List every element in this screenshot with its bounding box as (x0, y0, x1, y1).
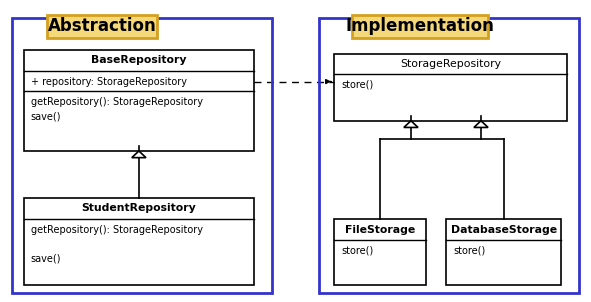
Text: save(): save() (31, 254, 61, 264)
Text: store(): store() (341, 80, 374, 90)
Bar (319, 18, 579, 293)
Bar (24, 198, 254, 285)
Text: StudentRepository: StudentRepository (82, 203, 196, 214)
Bar (352, 15, 488, 38)
Text: + repository: StorageRepository: + repository: StorageRepository (31, 77, 187, 87)
Bar (12, 18, 272, 293)
Text: store(): store() (453, 246, 486, 256)
Text: FileStorage: FileStorage (345, 224, 415, 235)
Bar (24, 50, 254, 151)
Text: save(): save() (31, 111, 61, 121)
Text: Implementation: Implementation (345, 18, 494, 35)
Text: Abstraction: Abstraction (47, 18, 157, 35)
Bar (446, 219, 561, 285)
Polygon shape (474, 121, 488, 127)
Text: store(): store() (341, 246, 374, 256)
Polygon shape (132, 151, 146, 158)
Text: StorageRepository: StorageRepository (400, 59, 501, 69)
Polygon shape (404, 121, 418, 127)
Text: DatabaseStorage: DatabaseStorage (451, 224, 557, 235)
Text: BaseRepository: BaseRepository (91, 55, 187, 66)
Text: getRepository(): StorageRepository: getRepository(): StorageRepository (31, 225, 203, 235)
Text: getRepository(): StorageRepository: getRepository(): StorageRepository (31, 97, 203, 107)
Bar (47, 15, 157, 38)
Bar (334, 219, 426, 285)
Bar (334, 54, 567, 121)
